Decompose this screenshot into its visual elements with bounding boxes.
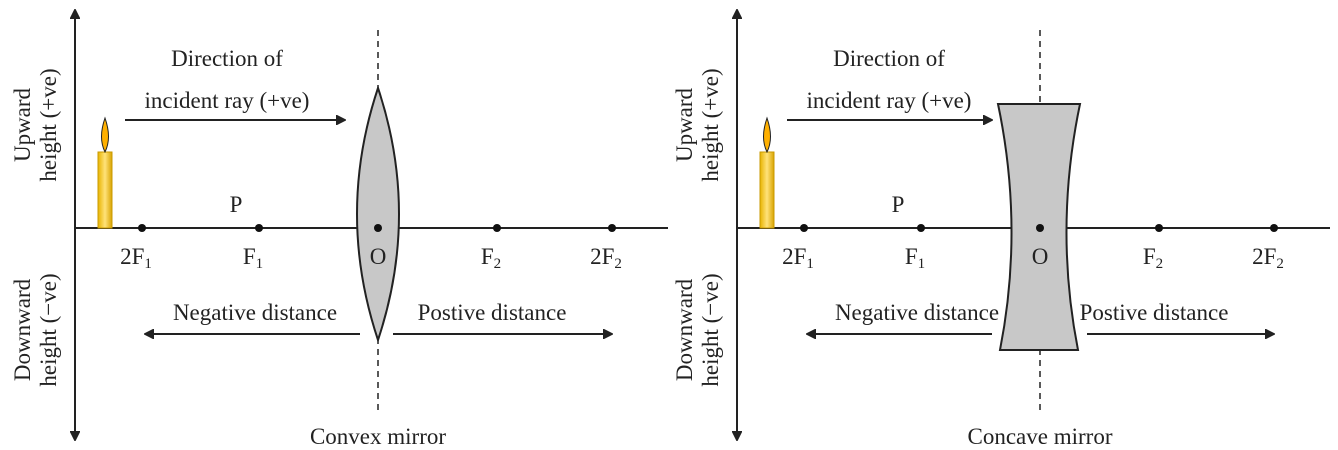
point-main: O xyxy=(370,244,387,269)
downward-label: height (−ve) xyxy=(698,273,723,386)
point-label: O xyxy=(370,244,387,269)
point xyxy=(374,224,382,232)
upward-label: height (+ve) xyxy=(698,68,723,181)
caption: Convex mirror xyxy=(310,424,446,449)
point-main: F xyxy=(905,244,918,269)
point-main: F xyxy=(481,244,494,269)
negative-label: Negative distance xyxy=(835,300,999,325)
object-label: P xyxy=(230,192,243,217)
flame xyxy=(763,116,771,154)
point-main: F xyxy=(243,244,256,269)
point-sub: 2 xyxy=(614,256,622,272)
upward-label: height (+ve) xyxy=(36,68,61,181)
point xyxy=(1270,224,1278,232)
point-main: 2F xyxy=(590,244,614,269)
point-sub: 2 xyxy=(494,256,502,272)
convex-lens xyxy=(356,84,400,344)
point xyxy=(800,224,808,232)
downward-label: Downward xyxy=(672,278,697,381)
point-sub: 1 xyxy=(918,256,926,272)
flame xyxy=(101,116,109,154)
downward-label: Downward xyxy=(10,278,35,381)
positive-label: Postive distance xyxy=(418,300,567,325)
point-label: 2F2 xyxy=(590,244,622,272)
point-sub: 1 xyxy=(144,256,152,272)
point-main: 2F xyxy=(120,244,144,269)
direction-label: Direction of xyxy=(171,46,283,71)
point-sub: 2 xyxy=(1276,256,1284,272)
direction-label: Direction of xyxy=(833,46,945,71)
point-label: 2F1 xyxy=(782,244,814,272)
point xyxy=(138,224,146,232)
point xyxy=(1155,224,1163,232)
point-label: F2 xyxy=(1143,244,1163,272)
point xyxy=(255,224,263,232)
point-label: F1 xyxy=(243,244,263,272)
point-main: O xyxy=(1032,244,1049,269)
point-sub: 1 xyxy=(256,256,264,272)
point xyxy=(1036,224,1044,232)
point-main: 2F xyxy=(1252,244,1276,269)
negative-label: Negative distance xyxy=(173,300,337,325)
point-label: F1 xyxy=(905,244,925,272)
point-main: 2F xyxy=(782,244,806,269)
point-label: F2 xyxy=(481,244,501,272)
caption: Concave mirror xyxy=(968,424,1113,449)
object-label: P xyxy=(892,192,905,217)
point-main: F xyxy=(1143,244,1156,269)
point-sub: 1 xyxy=(806,256,814,272)
point-label: 2F1 xyxy=(120,244,152,272)
point xyxy=(917,224,925,232)
point-label: 2F2 xyxy=(1252,244,1284,272)
upward-label: Upward xyxy=(10,87,35,162)
direction-label: incident ray (+ve) xyxy=(145,88,310,113)
point xyxy=(608,224,616,232)
candle xyxy=(97,151,113,229)
downward-label: height (−ve) xyxy=(36,273,61,386)
upward-label: Upward xyxy=(672,87,697,162)
point-label: O xyxy=(1032,244,1049,269)
candle xyxy=(759,151,775,229)
positive-label: Postive distance xyxy=(1080,300,1229,325)
point xyxy=(493,224,501,232)
direction-label: incident ray (+ve) xyxy=(807,88,972,113)
point-sub: 2 xyxy=(1156,256,1164,272)
